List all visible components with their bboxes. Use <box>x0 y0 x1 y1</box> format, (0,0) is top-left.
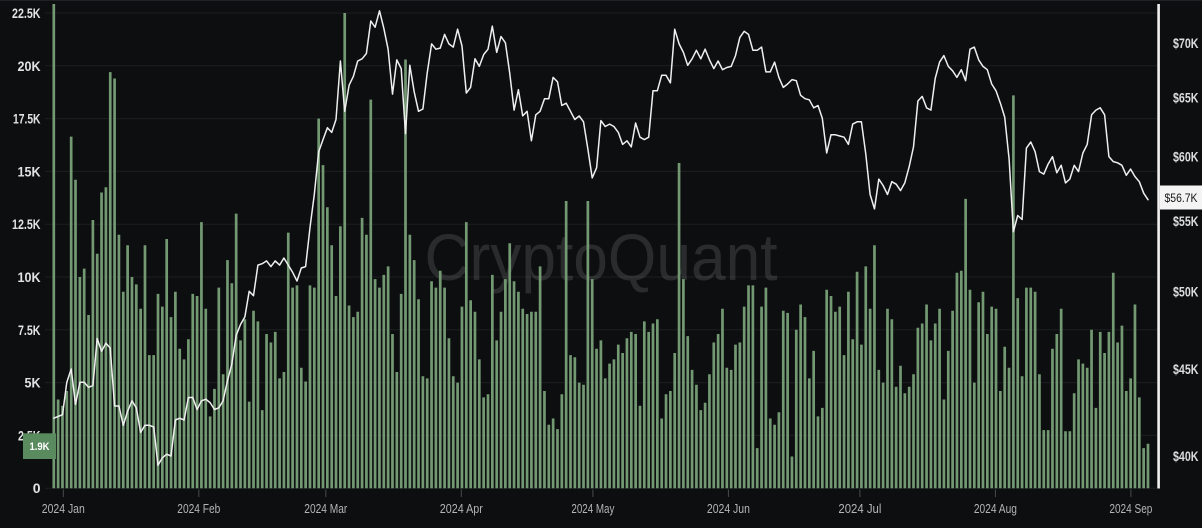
svg-text:$50K: $50K <box>1173 283 1199 299</box>
svg-text:15K: 15K <box>18 163 41 179</box>
svg-text:2024 May: 2024 May <box>571 501 614 516</box>
svg-text:12.5K: 12.5K <box>12 216 41 232</box>
svg-text:2024 Apr: 2024 Apr <box>440 501 484 516</box>
svg-text:$65K: $65K <box>1173 90 1199 106</box>
svg-text:7.5K: 7.5K <box>18 322 41 338</box>
svg-text:2024 Jun: 2024 Jun <box>707 501 750 516</box>
svg-text:17.5K: 17.5K <box>13 111 41 127</box>
svg-text:2024 Mar: 2024 Mar <box>304 501 348 516</box>
svg-text:20K: 20K <box>18 58 41 74</box>
svg-text:1.9K: 1.9K <box>30 441 50 453</box>
svg-text:5K: 5K <box>25 375 41 391</box>
svg-text:22.5K: 22.5K <box>12 5 41 21</box>
svg-text:$60K: $60K <box>1173 149 1199 165</box>
svg-text:$40K: $40K <box>1173 448 1199 464</box>
svg-text:$55K: $55K <box>1173 213 1199 229</box>
svg-text:0: 0 <box>33 480 41 496</box>
svg-text:$45K: $45K <box>1173 361 1199 377</box>
svg-text:10K: 10K <box>18 269 41 285</box>
svg-text:2024 Sep: 2024 Sep <box>1109 501 1152 516</box>
svg-text:$56.7K: $56.7K <box>1165 191 1198 205</box>
svg-text:2024 Jul: 2024 Jul <box>838 501 881 516</box>
svg-text:2024 Aug: 2024 Aug <box>974 501 1017 516</box>
svg-text:2024 Feb: 2024 Feb <box>177 501 220 516</box>
svg-text:2024 Jan: 2024 Jan <box>42 501 85 516</box>
svg-text:CryptoQuant: CryptoQuant <box>425 220 778 294</box>
svg-text:$70K: $70K <box>1173 35 1199 51</box>
